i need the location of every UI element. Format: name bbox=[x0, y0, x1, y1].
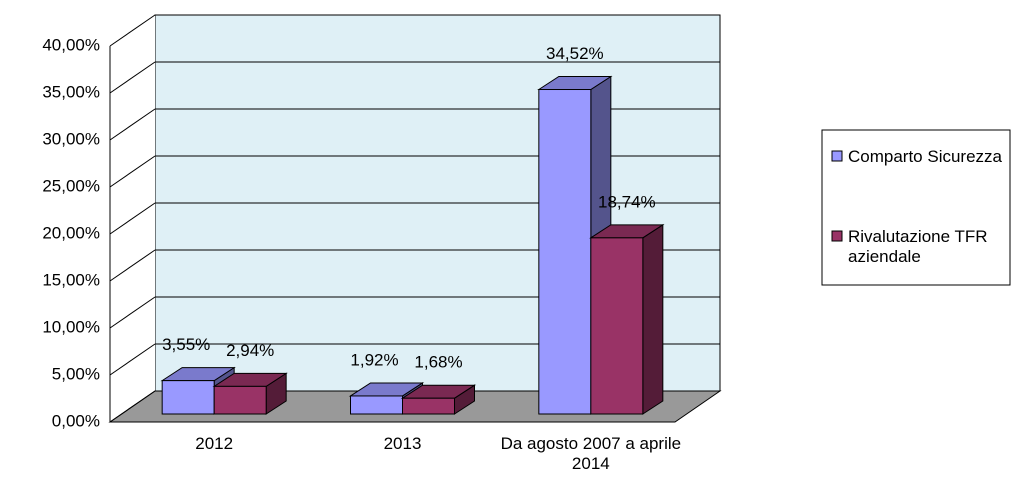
value-label: 1,68% bbox=[414, 353, 462, 372]
value-label: 18,74% bbox=[598, 192, 656, 211]
y-tick-label: 0,00% bbox=[52, 411, 100, 430]
bar-side bbox=[642, 223, 664, 415]
bar bbox=[161, 380, 215, 415]
x-tick-label: 2013 bbox=[383, 434, 422, 453]
y-tick-label: 30,00% bbox=[42, 129, 100, 148]
legend-label: Comparto Sicurezza bbox=[848, 147, 1003, 166]
axis-tick bbox=[109, 155, 156, 188]
y-tick-label: 5,00% bbox=[52, 364, 100, 383]
legend-swatch bbox=[831, 230, 843, 242]
axis-tick bbox=[109, 61, 156, 94]
value-label: 2,94% bbox=[226, 341, 274, 360]
value-label: 34,52% bbox=[546, 44, 604, 63]
legend-swatch bbox=[831, 150, 843, 162]
axis-tick bbox=[109, 390, 156, 423]
y-tick-label: 40,00% bbox=[42, 35, 100, 54]
y-tick-label: 15,00% bbox=[42, 270, 100, 289]
bar bbox=[350, 395, 403, 415]
y-tick-label: 25,00% bbox=[42, 176, 100, 195]
value-label: 3,55% bbox=[162, 335, 210, 354]
bar bbox=[590, 237, 644, 415]
legend-box bbox=[821, 129, 1011, 286]
bar bbox=[402, 397, 455, 415]
legend-label: Rivalutazione TFR aziendale bbox=[848, 227, 988, 266]
bar bbox=[213, 385, 267, 415]
axis-tick bbox=[109, 14, 156, 47]
value-label: 1,92% bbox=[350, 350, 398, 369]
x-tick-label: Da agosto 2007 a aprile 2014 bbox=[500, 434, 682, 473]
y-tick-label: 20,00% bbox=[42, 223, 100, 242]
axis-tick bbox=[109, 249, 156, 282]
axis-tick bbox=[109, 202, 156, 235]
y-tick-label: 35,00% bbox=[42, 82, 100, 101]
axis-tick bbox=[109, 296, 156, 329]
y-tick-label: 10,00% bbox=[42, 317, 100, 336]
bar bbox=[538, 89, 592, 415]
axis-tick bbox=[109, 343, 156, 376]
axis-tick bbox=[109, 108, 156, 141]
x-tick-label: 2012 bbox=[195, 434, 234, 453]
